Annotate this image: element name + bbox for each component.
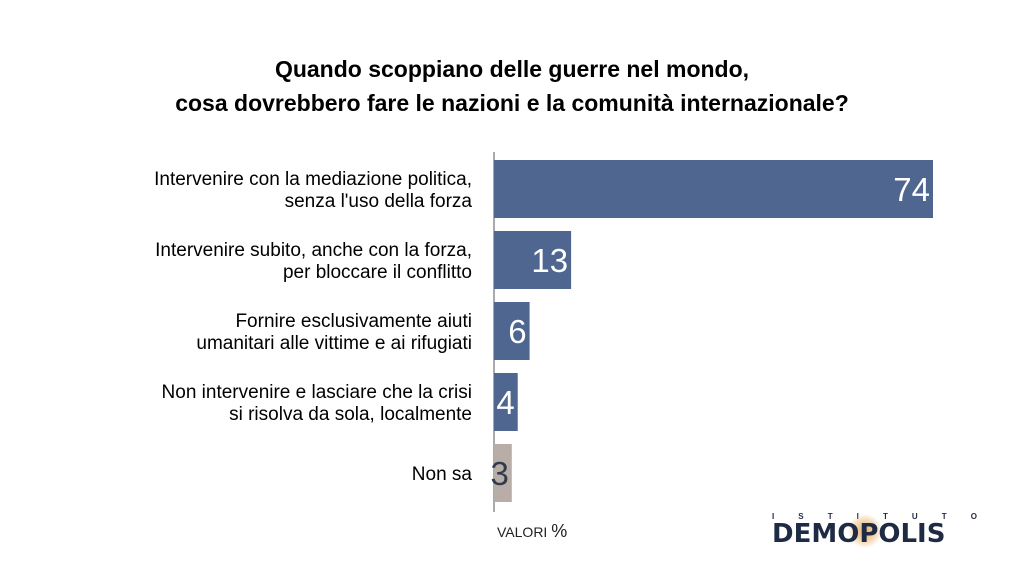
logo-letter: U bbox=[911, 512, 918, 521]
bar-value-label: 3 bbox=[490, 455, 508, 492]
bar-value-label: 13 bbox=[531, 242, 568, 279]
category-label: umanitari alle vittime e ai rifugiati bbox=[196, 333, 472, 354]
bar bbox=[494, 160, 933, 218]
bar bbox=[494, 444, 512, 502]
title-line-1: Quando scoppiano delle guerre nel mondo, bbox=[274, 56, 750, 82]
logo-letter: T bbox=[827, 512, 833, 521]
logo-letter: I bbox=[772, 512, 775, 521]
demopolis-logo: ISTITUTO DEMOPOLIS bbox=[772, 512, 982, 549]
category-label: senza l'uso della forza bbox=[285, 191, 473, 212]
unit-label: VALORI % bbox=[497, 521, 567, 542]
chart-title: Quando scoppiano delle guerre nel mondo,… bbox=[0, 52, 1024, 120]
logo-letter: T bbox=[882, 512, 888, 521]
category-label: Non intervenire e lasciare che la crisi bbox=[162, 382, 472, 403]
category-label: si risolva da sola, localmente bbox=[229, 404, 472, 425]
logo-letter: O bbox=[970, 512, 977, 521]
bar-value-label: 4 bbox=[496, 384, 514, 421]
category-label: Fornire esclusivamente aiuti bbox=[235, 311, 472, 332]
bar bbox=[494, 231, 572, 289]
category-label: Intervenire con la mediazione politica, bbox=[154, 169, 472, 190]
unit-symbol: % bbox=[551, 521, 568, 541]
logo-sun-icon bbox=[848, 514, 882, 548]
logo-letter: T bbox=[941, 512, 947, 521]
unit-text: VALORI bbox=[497, 524, 548, 540]
title-line-2: cosa dovrebbero fare le nazioni e la com… bbox=[175, 90, 849, 116]
bar bbox=[494, 302, 530, 360]
logo-letter: S bbox=[798, 512, 804, 521]
bar bbox=[494, 373, 518, 431]
bar-value-label: 6 bbox=[508, 313, 526, 350]
category-label: Intervenire subito, anche con la forza, bbox=[155, 240, 472, 261]
category-label: per bloccare il conflitto bbox=[283, 262, 472, 283]
category-label: Non sa bbox=[412, 464, 473, 485]
bar-value-label: 74 bbox=[893, 171, 930, 208]
logo-wordmark: DEMOPOLIS bbox=[772, 519, 946, 549]
